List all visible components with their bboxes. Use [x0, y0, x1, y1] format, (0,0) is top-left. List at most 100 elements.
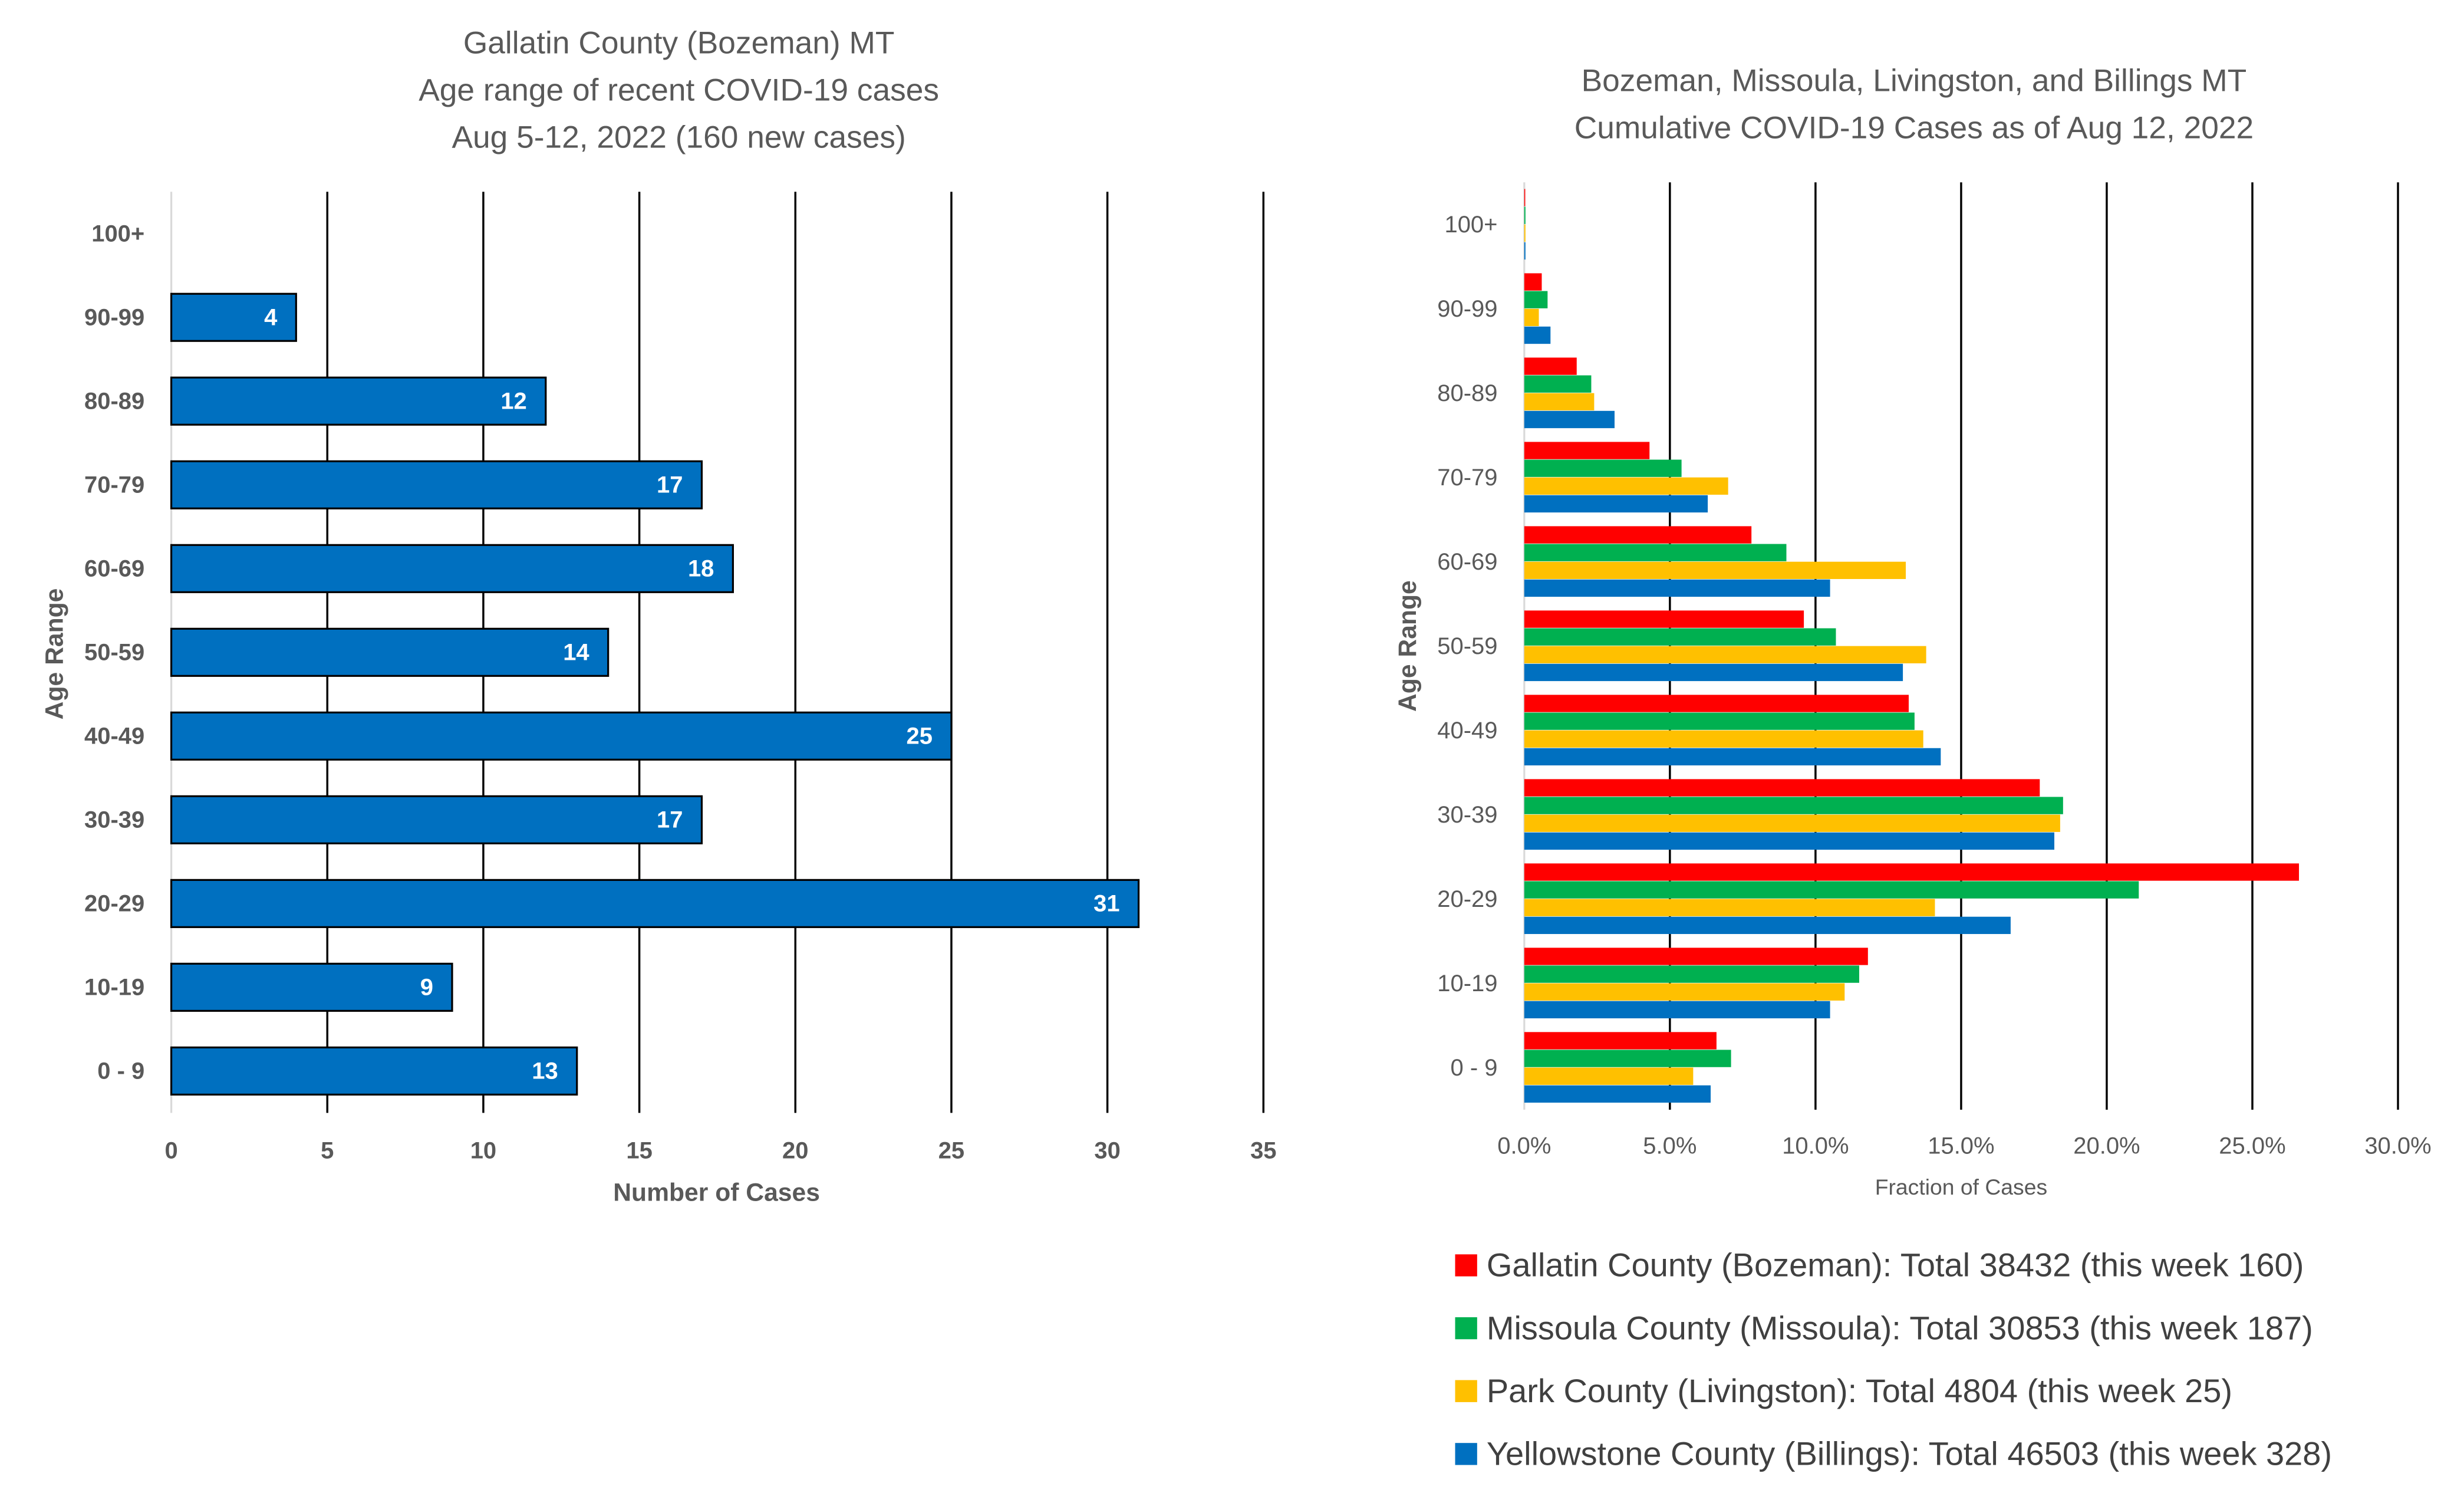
- right-bar-20-29-series-1: [1524, 863, 2300, 881]
- left-y-tick-label: 0 - 9: [97, 1058, 144, 1084]
- left-chart-y-axis-label: Age Range: [41, 588, 69, 720]
- right-bar-70-79-series-1: [1524, 442, 1650, 459]
- right-x-tick-label: 5.0%: [1643, 1133, 1697, 1159]
- right-bar-100-series-4: [1524, 242, 1526, 260]
- legend-entry-4: Yellowstone County (Billings): Total 465…: [1487, 1435, 2332, 1472]
- left-bar-80-89: [170, 376, 547, 426]
- left-y-tick-label: 60-69: [84, 556, 144, 582]
- legend-swatch-3: [1455, 1380, 1477, 1402]
- legend-entry-2: Missoula County (Missoula): Total 30853 …: [1487, 1309, 2313, 1346]
- right-bar-10-19-series-4: [1524, 1001, 1830, 1019]
- left-chart-title-line-2: Age range of recent COVID-19 cases: [419, 73, 939, 108]
- right-bar-70-79-series-3: [1524, 477, 1728, 495]
- right-bar-60-69-series-3: [1524, 561, 1906, 579]
- right-x-tick-label: 0.0%: [1497, 1133, 1551, 1159]
- right-bar-10-19-series-1: [1524, 948, 1868, 965]
- right-y-tick-label: 20-29: [1437, 886, 1497, 912]
- left-x-tick-label: 25: [938, 1138, 964, 1164]
- right-bar-100-series-2: [1524, 206, 1526, 224]
- right-chart-title-line-1: Bozeman, Missoula, Livingston, and Billi…: [1582, 64, 2247, 98]
- left-y-tick-label: 40-49: [84, 723, 144, 749]
- right-bar-80-89-series-4: [1524, 410, 1615, 429]
- right-bar-20-29-series-3: [1524, 899, 1935, 916]
- left-chart: Gallatin County (Bozeman) MT Age range o…: [41, 26, 1277, 1207]
- left-bar-0-9: [170, 1046, 578, 1096]
- right-bar-70-79-series-4: [1524, 495, 1708, 513]
- right-x-tick-label: 10.0%: [1782, 1133, 1849, 1159]
- left-chart-x-axis-label: Number of Cases: [613, 1179, 820, 1207]
- right-y-tick-label: 0 - 9: [1451, 1055, 1498, 1081]
- legend-entry-1: Gallatin County (Bozeman): Total 38432 (…: [1487, 1247, 2304, 1284]
- right-y-tick-label: 30-39: [1437, 802, 1497, 828]
- right-bar-40-49-series-2: [1524, 712, 1915, 730]
- right-bar-50-59-series-1: [1524, 610, 1804, 628]
- right-x-tick-label: 30.0%: [2364, 1133, 2431, 1159]
- left-bar-data-label: 12: [500, 389, 526, 415]
- right-chart-y-tick-labels: 0 - 9 10-19 20-29 30-39 40-49 50-59 60-69 70-79…: [1437, 212, 1497, 1081]
- left-bar-70-79: [170, 460, 703, 509]
- right-x-tick-label: 20.0%: [2073, 1133, 2140, 1159]
- left-y-tick-label: 70-79: [84, 472, 144, 498]
- left-chart-title-line-1: Gallatin County (Bozeman) MT: [463, 26, 895, 61]
- right-bar-60-69-series-2: [1524, 544, 1787, 561]
- left-chart-y-tick-labels: 0 - 9 10-19 20-29 30-39 40-49 50-59 60-69 70-79…: [84, 221, 144, 1084]
- right-bar-40-49-series-3: [1524, 730, 1923, 748]
- right-bar-80-89-series-2: [1524, 375, 1592, 393]
- right-bar-80-89-series-3: [1524, 393, 1595, 411]
- left-x-tick-label: 35: [1250, 1138, 1276, 1164]
- legend-swatch-1: [1455, 1254, 1477, 1277]
- legend-swatch-2: [1455, 1317, 1477, 1340]
- right-bar-70-79-series-2: [1524, 459, 1682, 477]
- left-y-tick-label: 10-19: [84, 975, 144, 1001]
- right-bar-90-99-series-4: [1524, 326, 1551, 344]
- right-bar-40-49-series-4: [1524, 748, 1941, 766]
- left-x-tick-label: 15: [626, 1138, 652, 1164]
- left-bar-data-label: 31: [1093, 891, 1119, 917]
- right-bar-10-19-series-3: [1524, 983, 1845, 1001]
- right-bar-30-39-series-3: [1524, 814, 2060, 832]
- right-x-tick-label: 15.0%: [1928, 1133, 1994, 1159]
- left-chart-bars: 13 9 31 17 25 14 18 17 12 4: [170, 292, 1140, 1096]
- right-y-tick-label: 60-69: [1437, 549, 1497, 575]
- left-bar-90-99: [170, 292, 297, 342]
- right-bar-90-99-series-2: [1524, 291, 1548, 308]
- right-bar-90-99-series-3: [1524, 308, 1539, 327]
- left-bar-data-label: 9: [420, 975, 433, 1001]
- left-y-tick-label: 50-59: [84, 640, 144, 666]
- left-bar-60-69: [170, 544, 734, 593]
- left-y-tick-label: 20-29: [84, 891, 144, 917]
- left-y-tick-label: 90-99: [84, 305, 144, 331]
- right-bar-50-59-series-3: [1524, 646, 1926, 663]
- left-y-tick-label: 100+: [91, 221, 144, 247]
- left-x-tick-label: 20: [782, 1138, 808, 1164]
- left-x-tick-label: 0: [164, 1138, 177, 1164]
- left-bar-data-label: 25: [906, 723, 932, 749]
- left-bar-40-49: [170, 711, 953, 761]
- left-bar-50-59: [170, 627, 610, 677]
- right-chart-x-tick-labels: 0.0% 5.0% 10.0% 15.0% 20.0% 25.0% 30.0%: [1497, 1133, 2431, 1159]
- left-bar-20-29: [170, 879, 1140, 928]
- left-bar-30-39: [170, 795, 703, 844]
- left-y-tick-label: 80-89: [84, 389, 144, 415]
- right-y-tick-label: 100+: [1444, 212, 1497, 238]
- right-bar-30-39-series-4: [1524, 832, 2055, 850]
- left-bar-data-label: 4: [264, 305, 278, 331]
- right-y-tick-label: 90-99: [1437, 296, 1497, 322]
- right-bar-50-59-series-2: [1524, 628, 1836, 646]
- right-y-tick-label: 70-79: [1437, 465, 1497, 491]
- right-bar-30-39-series-1: [1524, 779, 2040, 797]
- right-chart-legend: Gallatin County (Bozeman): Total 38432 (…: [1455, 1247, 2332, 1472]
- legend-entry-3: Park County (Livingston): Total 4804 (th…: [1487, 1372, 2232, 1409]
- left-bar-data-label: 18: [688, 556, 714, 582]
- left-bar-data-label: 13: [532, 1058, 558, 1084]
- right-bar-0-9-series-1: [1524, 1032, 1717, 1050]
- right-bar-50-59-series-4: [1524, 663, 1903, 682]
- right-bar-0-9-series-3: [1524, 1067, 1694, 1085]
- left-x-tick-label: 10: [470, 1138, 496, 1164]
- right-chart-bars: [1524, 189, 2300, 1103]
- left-bar-data-label: 17: [657, 472, 683, 498]
- right-bar-40-49-series-1: [1524, 695, 1909, 712]
- right-bar-20-29-series-2: [1524, 881, 2139, 899]
- right-y-tick-label: 40-49: [1437, 718, 1497, 744]
- right-chart: Bozeman, Missoula, Livingston, and Billi…: [1394, 64, 2432, 1472]
